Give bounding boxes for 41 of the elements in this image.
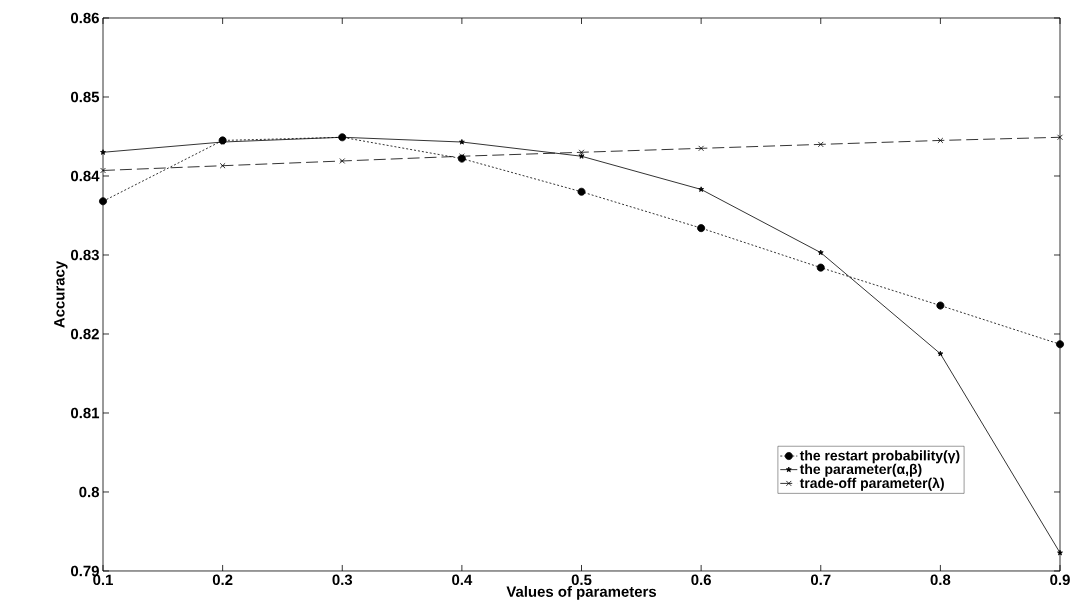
x-tick-label: 0.6 xyxy=(691,574,711,586)
point xyxy=(99,197,107,206)
point xyxy=(937,137,944,144)
y-tick-label: 0.83 xyxy=(71,249,99,261)
point xyxy=(937,350,944,357)
x-tick-label: 0.5 xyxy=(571,574,592,586)
point xyxy=(1057,549,1063,556)
x-tick-label: 0.4 xyxy=(452,574,473,586)
x-tick-label: 0.9 xyxy=(1050,574,1070,586)
point xyxy=(100,149,106,155)
y-tick-label: 0.84 xyxy=(71,170,100,182)
point xyxy=(817,141,824,148)
x-tick-label: 0.7 xyxy=(810,574,831,586)
point xyxy=(816,263,825,272)
point xyxy=(817,249,824,256)
y-axis-title: Accuracy xyxy=(54,260,68,328)
point xyxy=(698,186,704,192)
point xyxy=(578,153,585,159)
point xyxy=(578,149,585,156)
point xyxy=(1056,340,1064,349)
x-tick-label: 0.2 xyxy=(212,574,233,586)
x-tick-label: 0.8 xyxy=(930,574,951,586)
point xyxy=(698,145,704,152)
point xyxy=(100,167,106,174)
point xyxy=(219,162,226,169)
point xyxy=(459,139,465,145)
point xyxy=(1057,134,1063,141)
point xyxy=(697,224,706,233)
y-tick-label: 0.85 xyxy=(71,91,100,103)
y-tick-label: 0.81 xyxy=(71,407,100,419)
point xyxy=(936,301,945,310)
y-tick-label: 0.86 xyxy=(71,12,99,24)
legend-label: the restart probability(γ) xyxy=(799,450,960,464)
point xyxy=(577,187,586,196)
y-tick-label: 0.8 xyxy=(79,486,100,498)
x-tick-label: 0.3 xyxy=(332,574,353,586)
y-tick-label: 0.82 xyxy=(71,328,99,340)
x-axis-title: Values of parameters xyxy=(506,585,657,600)
legend-label: trade-off parameter(λ) xyxy=(799,477,944,491)
point xyxy=(339,158,346,164)
legend-label: the parameter(α,β) xyxy=(799,463,922,477)
